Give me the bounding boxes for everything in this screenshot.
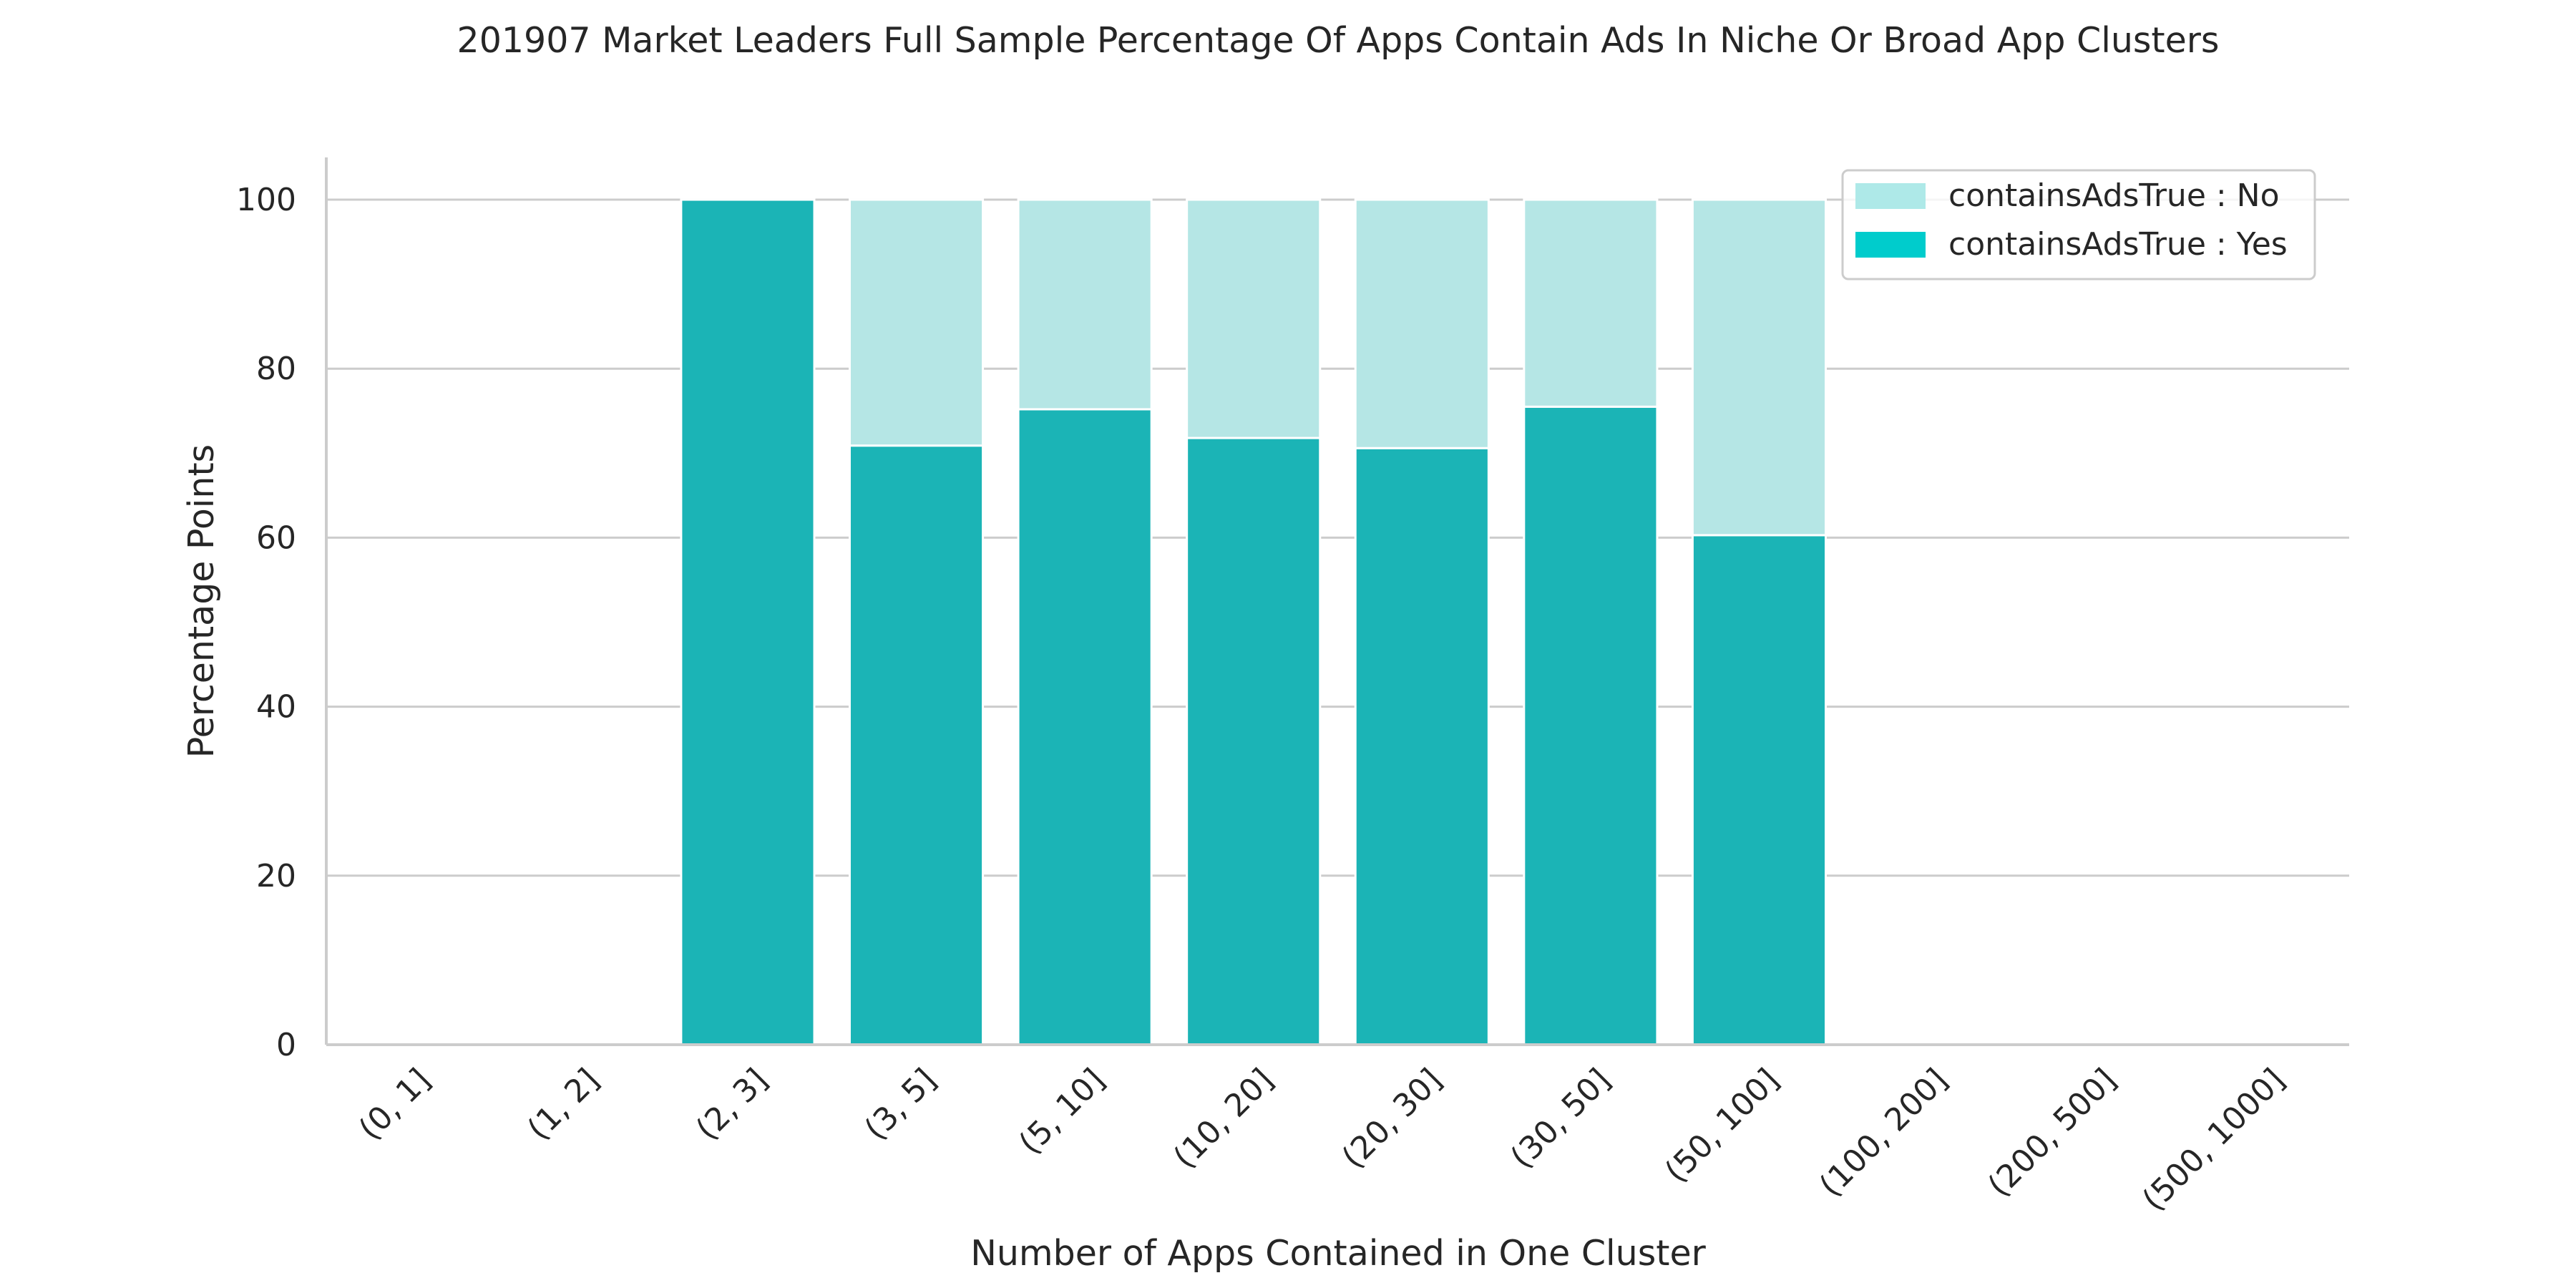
chart-title: 201907 Market Leaders Full Sample Percen… (457, 20, 2220, 61)
bar-yes (1691, 534, 1828, 1046)
grid-lines (326, 198, 2349, 877)
x-tick-label: (1, 2] (520, 1062, 606, 1148)
x-tick-label: (0, 1] (352, 1062, 438, 1148)
axes (325, 157, 2349, 1046)
bar-no (1354, 198, 1490, 449)
bar-no (1017, 198, 1153, 411)
x-tick-label: (3, 5] (858, 1062, 944, 1148)
bar-yes (680, 198, 816, 1046)
x-tick-label: (100, 200] (1813, 1062, 1955, 1204)
legend-box (1841, 169, 2316, 280)
x-axis-title: Number of Apps Contained in One Cluster (970, 1233, 1706, 1274)
bar-yes (848, 444, 985, 1046)
x-tick-label: (500, 1000] (2135, 1062, 2292, 1219)
bar-yes (1017, 408, 1153, 1046)
y-axis-title: Percentage Points (181, 444, 222, 758)
legend-label: containsAdsTrue : No (1948, 177, 2280, 214)
x-tick-label: (10, 20] (1166, 1062, 1280, 1176)
bar-yes (1354, 447, 1490, 1046)
y-tick-label: 100 (236, 182, 296, 218)
bar-no (1186, 198, 1322, 439)
x-tick-label: (20, 30] (1335, 1062, 1449, 1176)
y-tick-label: 80 (256, 351, 296, 387)
x-tick-label: (30, 50] (1503, 1062, 1617, 1176)
legend-swatch (1855, 232, 1926, 258)
legend-swatch (1855, 183, 1926, 209)
x-tick-label: (200, 500] (1981, 1062, 2124, 1204)
bar-no (848, 198, 985, 447)
bar-no (1523, 198, 1659, 408)
legend-label: containsAdsTrue : Yes (1948, 226, 2288, 263)
legend: containsAdsTrue : No containsAdsTrue : Ye… (1841, 169, 2316, 280)
x-tick-label: (2, 3] (689, 1062, 775, 1148)
y-tick-label: 0 (276, 1027, 296, 1063)
y-tick-label: 60 (256, 519, 296, 556)
bar-no (1691, 198, 1828, 537)
bar-yes (1523, 405, 1659, 1046)
bars (680, 198, 1828, 1046)
x-tick-labels: (0, 1] (1, 2] (2, 3] (3, 5] (5, 10] (10, 20] (… (352, 1062, 2292, 1219)
y-tick-label: 40 (256, 689, 296, 726)
x-tick-label: (50, 100] (1658, 1062, 1786, 1190)
y-tick-label: 20 (256, 858, 296, 894)
x-tick-label: (5, 10] (1012, 1062, 1112, 1162)
y-tick-labels: 0 20 40 60 80 100 (236, 182, 296, 1063)
bar-yes (1186, 436, 1322, 1046)
